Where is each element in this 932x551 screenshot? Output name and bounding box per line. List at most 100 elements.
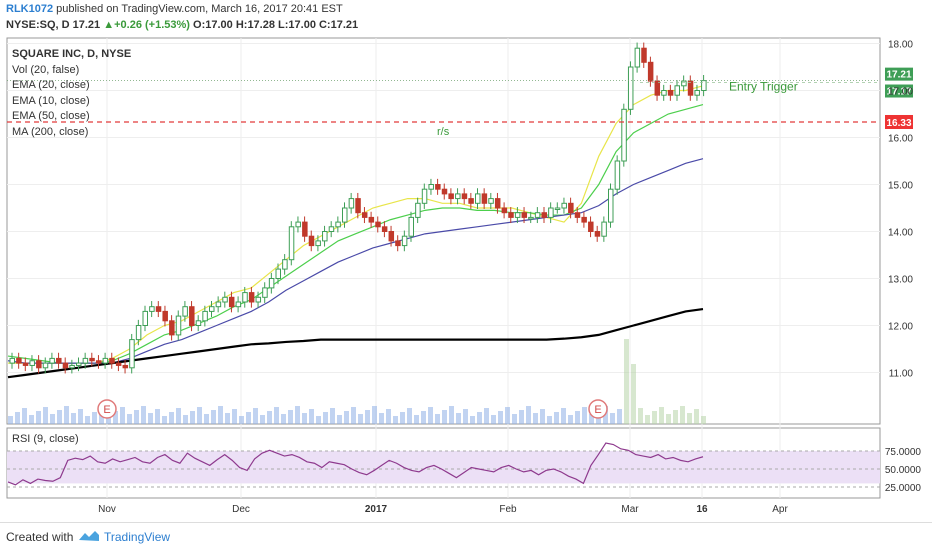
rs-label: r/s	[437, 126, 450, 138]
volume-bar	[288, 410, 293, 424]
volume-bar	[351, 407, 356, 424]
rsi-panel	[7, 442, 880, 488]
candle-body	[42, 362, 49, 369]
chart-legend: SQUARE INC, D, NYSE Vol (20, false) EMA …	[12, 47, 131, 140]
candle-body	[169, 320, 175, 336]
volume-bar	[358, 414, 363, 424]
volume-bar	[176, 408, 181, 424]
candle-body	[62, 362, 69, 369]
volume-bar	[547, 416, 552, 424]
volume-bar	[449, 406, 454, 424]
earnings-marker-label: E	[103, 404, 110, 416]
candle-body	[395, 240, 401, 247]
created-with-label: Created with	[6, 530, 74, 544]
candle-body	[202, 310, 208, 322]
volume-bar	[22, 408, 27, 424]
volume-bar	[554, 412, 559, 424]
candle-body	[302, 221, 308, 237]
candle-body	[401, 235, 408, 247]
support-price-tag	[885, 114, 913, 129]
volume-bar	[407, 408, 412, 424]
candle-body	[288, 226, 295, 261]
volume-bar	[239, 416, 244, 424]
candle-body	[209, 306, 215, 312]
volume-bar	[561, 408, 566, 424]
trigger-price-tag	[885, 84, 913, 98]
candle-body	[282, 259, 288, 270]
candle-body	[29, 360, 35, 366]
candle-body	[581, 216, 587, 223]
volume-bar	[316, 416, 321, 424]
candles	[9, 42, 707, 374]
volume-bar	[365, 410, 370, 424]
volume-bar	[610, 413, 615, 424]
candle-body	[508, 212, 514, 218]
candle-body	[175, 315, 182, 336]
candle-body	[588, 221, 594, 233]
candle-body	[355, 198, 361, 214]
candle-body	[654, 80, 661, 96]
legend-ema10[interactable]: EMA (10, close)	[12, 94, 90, 107]
last-price-tag	[885, 67, 913, 81]
candle-body	[501, 207, 508, 214]
candle-body	[415, 202, 421, 218]
candle-body	[614, 160, 621, 190]
candle-body	[268, 278, 275, 289]
volume-bar	[631, 364, 636, 424]
chart-canvas[interactable]: Entry Trigger r/s 17.21 17.17 16.33 E E Nov Dec…	[0, 36, 932, 522]
candle-body	[135, 325, 142, 341]
published-text: published on TradingView.com, March 16, …	[53, 3, 343, 15]
candle-body	[129, 339, 135, 369]
x-tick-label: Nov	[98, 504, 116, 515]
candle-body	[122, 364, 129, 369]
candle-body	[162, 310, 168, 322]
legend-ma200[interactable]: MA (200, close)	[12, 125, 89, 138]
volume-bar	[64, 406, 69, 424]
candle-body	[56, 357, 62, 364]
indicator-line-1	[7, 104, 704, 364]
candle-body	[142, 310, 148, 326]
volume-bar	[456, 413, 461, 424]
volume-bar	[141, 406, 146, 424]
volume-bar	[106, 415, 111, 424]
volume-bar	[498, 411, 503, 424]
x-tick-label: Apr	[772, 504, 788, 515]
candle-body	[248, 292, 255, 303]
volume-bar	[8, 416, 13, 424]
candle-body	[228, 296, 235, 308]
candle-body	[475, 193, 481, 204]
candle-body	[521, 212, 528, 218]
legend-ema50[interactable]: EMA (50, close)	[12, 110, 90, 122]
rsi-label[interactable]: RSI (9, close)	[12, 433, 79, 445]
volume-bar	[687, 413, 692, 424]
candle-body	[195, 320, 202, 326]
volume-bar	[190, 411, 195, 424]
author-name[interactable]: RLK1072	[6, 3, 54, 15]
volume-bar	[694, 409, 699, 424]
axes: Nov Dec 2017 Feb Mar 16 Apr 11.00 12.00 13.00 14.0…	[98, 40, 921, 516]
candle-body	[95, 360, 102, 364]
legend-volume[interactable]: Vol (20, false)	[12, 63, 80, 76]
volume-bar	[400, 412, 405, 424]
volume-bar	[50, 414, 55, 424]
chart-title: SQUARE INC, D, NYSE	[12, 48, 132, 60]
candle-body	[621, 108, 627, 162]
x-tick-label: 16	[696, 504, 708, 515]
tradingview-link[interactable]: TradingView	[104, 530, 171, 544]
candle-body	[348, 198, 355, 209]
candle-body	[561, 202, 567, 209]
volume-bar	[652, 411, 657, 424]
indicator-lines	[7, 85, 704, 379]
legend-ema20[interactable]: EMA (20, close)	[12, 79, 90, 91]
volume-bar	[701, 416, 706, 424]
volume-bar	[484, 408, 489, 424]
candle-body	[428, 184, 434, 190]
volume-bar	[43, 407, 48, 424]
indicator-line-0	[8, 85, 704, 364]
volume-bar	[491, 415, 496, 424]
volume-bar	[225, 413, 230, 424]
candle-body	[342, 207, 348, 223]
support-price-tag-text: 16.33	[886, 118, 911, 129]
rsi-band	[7, 451, 880, 484]
publish-info: RLK1072 published on TradingView.com, Ma…	[6, 3, 343, 15]
